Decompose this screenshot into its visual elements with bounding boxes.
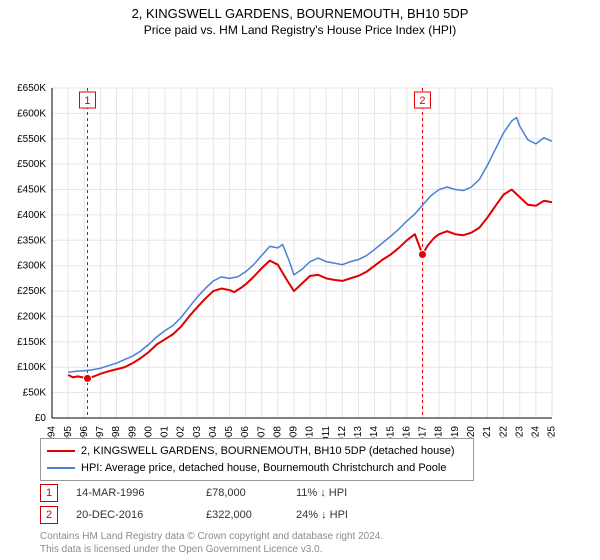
legend: 2, KINGSWELL GARDENS, BOURNEMOUTH, BH10 … [40,438,474,481]
footnote-line2: This data is licensed under the Open Gov… [40,543,383,556]
svg-text:2018: 2018 [434,426,445,438]
event-date-2: 20-DEC-2016 [76,509,206,521]
svg-text:£100K: £100K [17,363,46,374]
svg-text:2012: 2012 [337,426,348,438]
svg-text:2020: 2020 [466,426,477,438]
footnote: Contains HM Land Registry data © Crown c… [40,530,383,556]
legend-swatch-1 [47,450,75,452]
legend-label-2: HPI: Average price, detached house, Bour… [81,460,446,477]
event-price-1: £78,000 [206,487,296,499]
price-chart: £0 £50K £100K £150K £200K £250K £300K £350K £400… [0,38,600,438]
svg-text:£0: £0 [35,413,47,424]
event-date-1: 14-MAR-1996 [76,487,206,499]
svg-text:2024: 2024 [531,426,542,438]
svg-text:1998: 1998 [111,426,122,438]
svg-text:2025: 2025 [547,426,558,438]
svg-text:1997: 1997 [95,426,106,438]
svg-text:£550K: £550K [17,134,46,145]
svg-text:2023: 2023 [514,426,525,438]
svg-text:£450K: £450K [17,185,46,196]
legend-swatch-2 [47,467,75,469]
event-row-2: 2 20-DEC-2016 £322,000 24% ↓ HPI [40,506,416,524]
svg-text:£650K: £650K [17,83,46,94]
svg-text:£600K: £600K [17,109,46,120]
footnote-line1: Contains HM Land Registry data © Crown c… [40,530,383,543]
svg-text:2017: 2017 [418,426,429,438]
svg-text:£200K: £200K [17,312,46,323]
svg-text:£250K: £250K [17,287,46,298]
event-price-2: £322,000 [206,509,296,521]
svg-text:2009: 2009 [289,426,300,438]
svg-text:£150K: £150K [17,337,46,348]
svg-text:2000: 2000 [143,426,154,438]
event-badge-1: 1 [40,484,58,502]
legend-row-series2: HPI: Average price, detached house, Bour… [47,460,467,477]
svg-text:2003: 2003 [192,426,203,438]
svg-text:2014: 2014 [369,426,380,438]
svg-text:1999: 1999 [127,426,138,438]
svg-text:2022: 2022 [498,426,509,438]
svg-text:2002: 2002 [176,426,187,438]
svg-text:2006: 2006 [240,426,251,438]
svg-text:1995: 1995 [63,426,74,438]
svg-text:2001: 2001 [160,426,171,438]
svg-text:1994: 1994 [47,426,58,438]
event-hpi-1: 11% ↓ HPI [296,487,416,499]
chart-title: 2, KINGSWELL GARDENS, BOURNEMOUTH, BH10 … [0,0,600,38]
legend-row-series1: 2, KINGSWELL GARDENS, BOURNEMOUTH, BH10 … [47,443,467,460]
svg-text:£500K: £500K [17,160,46,171]
svg-text:2016: 2016 [401,426,412,438]
svg-text:£400K: £400K [17,210,46,221]
event-row-1: 1 14-MAR-1996 £78,000 11% ↓ HPI [40,484,416,502]
title-line2: Price paid vs. HM Land Registry's House … [0,23,600,39]
svg-text:2015: 2015 [385,426,396,438]
svg-text:1: 1 [84,95,90,107]
event-hpi-2: 24% ↓ HPI [296,509,416,521]
svg-text:£350K: £350K [17,236,46,247]
svg-text:2011: 2011 [321,426,332,438]
svg-text:2005: 2005 [224,426,235,438]
svg-text:£50K: £50K [23,388,47,399]
svg-text:£300K: £300K [17,261,46,272]
svg-text:2008: 2008 [272,426,283,438]
legend-label-1: 2, KINGSWELL GARDENS, BOURNEMOUTH, BH10 … [81,443,455,460]
svg-text:2004: 2004 [208,426,219,438]
title-line1: 2, KINGSWELL GARDENS, BOURNEMOUTH, BH10 … [0,6,600,23]
svg-text:2021: 2021 [482,426,493,438]
svg-text:2010: 2010 [305,426,316,438]
svg-text:2: 2 [419,95,425,107]
svg-text:1996: 1996 [79,426,90,438]
svg-text:2007: 2007 [256,426,267,438]
event-badge-2: 2 [40,506,58,524]
svg-text:2019: 2019 [450,426,461,438]
svg-text:2013: 2013 [353,426,364,438]
